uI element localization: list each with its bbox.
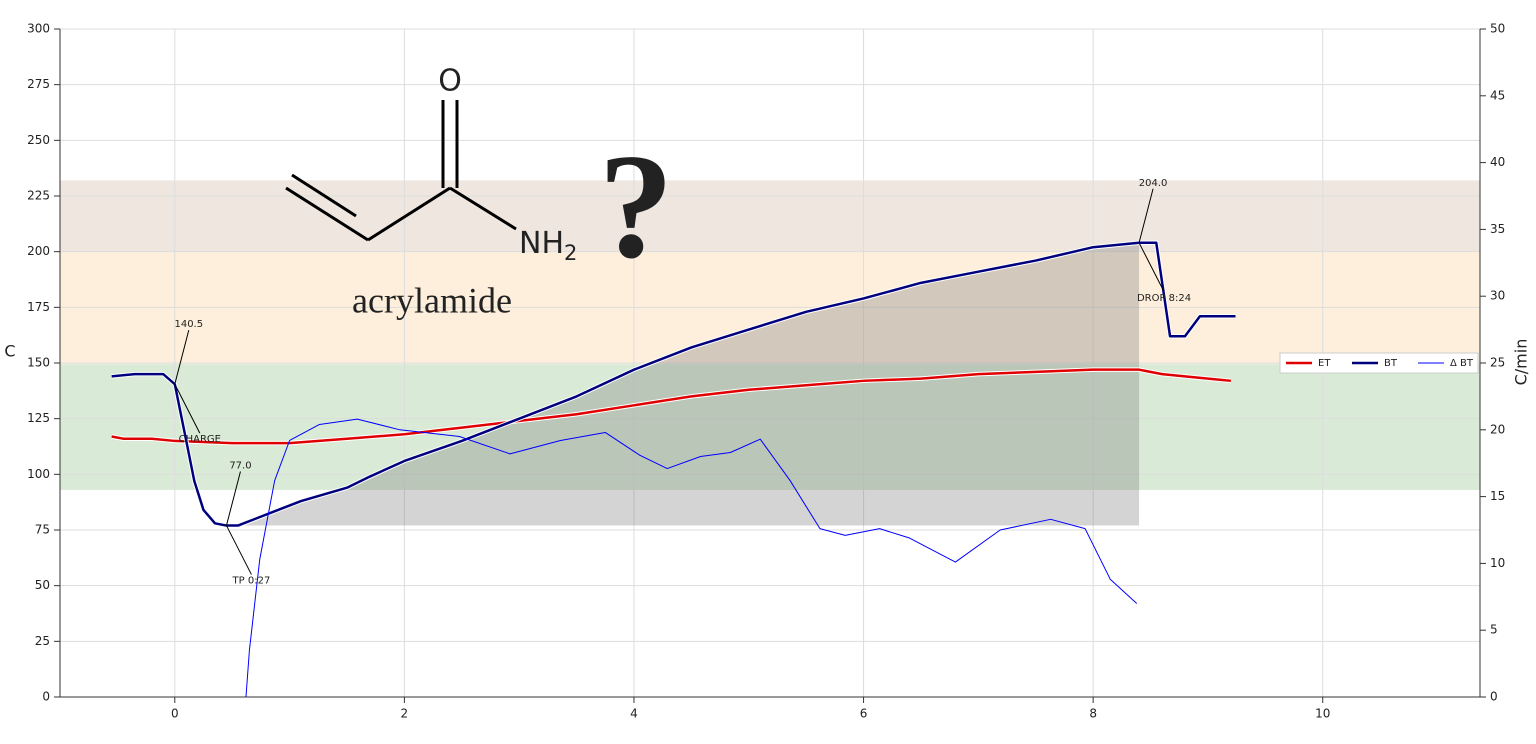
phase-area (226, 242, 1140, 526)
x-tick-label: 2 (401, 707, 409, 721)
y2-tick-label: 0 (1490, 690, 1498, 704)
legend-label: BT (1384, 358, 1398, 369)
atom-label: NH2 (519, 226, 577, 266)
annotation-leader (174, 330, 190, 385)
bond (449, 186, 517, 231)
y-tick-label: 50 (35, 578, 50, 592)
band (60, 251, 1480, 365)
series-line (111, 368, 1232, 445)
annotation-leader (226, 525, 252, 575)
annotation-value: 140.5 (174, 319, 203, 330)
y2-tick-label: 35 (1490, 222, 1505, 236)
y2-tick-label: 25 (1490, 356, 1505, 370)
molecule-name: acrylamide (352, 280, 512, 320)
series-line (245, 418, 1138, 698)
y-tick-label: 225 (27, 189, 50, 203)
legend-label: ET (1318, 358, 1331, 369)
bond (367, 186, 451, 242)
series-line (111, 241, 1236, 527)
molecule-illustration (285, 100, 517, 242)
y-tick-label: 75 (35, 523, 50, 537)
y2-tick-label: 40 (1490, 155, 1505, 169)
legend-label: Δ BT (1450, 358, 1474, 369)
foreground-layer: 0255075100125150175200225250275300051015… (27, 22, 1505, 721)
annotation-event: DROP 8:24 (1137, 293, 1191, 304)
y-tick-label: 250 (27, 133, 50, 147)
y2-tick-label: 10 (1490, 556, 1505, 570)
y-tick-label: 300 (27, 22, 50, 36)
y2-tick-label: 45 (1490, 88, 1505, 102)
x-tick-label: 0 (171, 707, 179, 721)
annotation-value: 77.0 (229, 461, 251, 472)
atom-label: NH (519, 226, 564, 261)
annotation-leader (225, 471, 241, 526)
subscript: 2 (564, 241, 577, 265)
y2-tick-label: 5 (1490, 623, 1498, 637)
annotation-value: 204.0 (1139, 178, 1168, 189)
y2-tick-label: 20 (1490, 422, 1505, 436)
band (60, 180, 1480, 252)
y2-axis-title: C/min (1512, 339, 1531, 386)
y-tick-label: 25 (35, 634, 50, 648)
y2-tick-label: 30 (1490, 289, 1505, 303)
y-tick-label: 125 (27, 411, 50, 425)
x-tick-label: 10 (1315, 707, 1330, 721)
x-tick-label: 6 (860, 707, 868, 721)
atom-label: O (438, 64, 462, 99)
y-tick-label: 100 (27, 467, 50, 481)
y-tick-label: 150 (27, 356, 50, 370)
bond (291, 173, 357, 218)
band (60, 364, 1480, 490)
bond (285, 186, 369, 242)
legend-box (1279, 352, 1479, 374)
y-axis-title: C (4, 342, 15, 361)
y-tick-label: 275 (27, 77, 50, 91)
annotation-leader (1138, 188, 1154, 243)
background-layer (60, 28, 1480, 698)
y2-tick-label: 50 (1490, 22, 1505, 36)
x-tick-label: 4 (630, 707, 638, 721)
y-tick-label: 175 (27, 300, 50, 314)
question-mark: ? (599, 123, 674, 289)
annotation-event: TP 0:27 (232, 576, 271, 587)
y2-tick-label: 15 (1490, 489, 1505, 503)
annotation-event: CHARGE (179, 434, 221, 445)
annotation-leader (174, 383, 201, 434)
y-tick-label: 200 (27, 244, 50, 258)
y-tick-label: 0 (42, 690, 50, 704)
annotation-leader (1138, 242, 1165, 292)
x-tick-label: 8 (1089, 707, 1097, 721)
